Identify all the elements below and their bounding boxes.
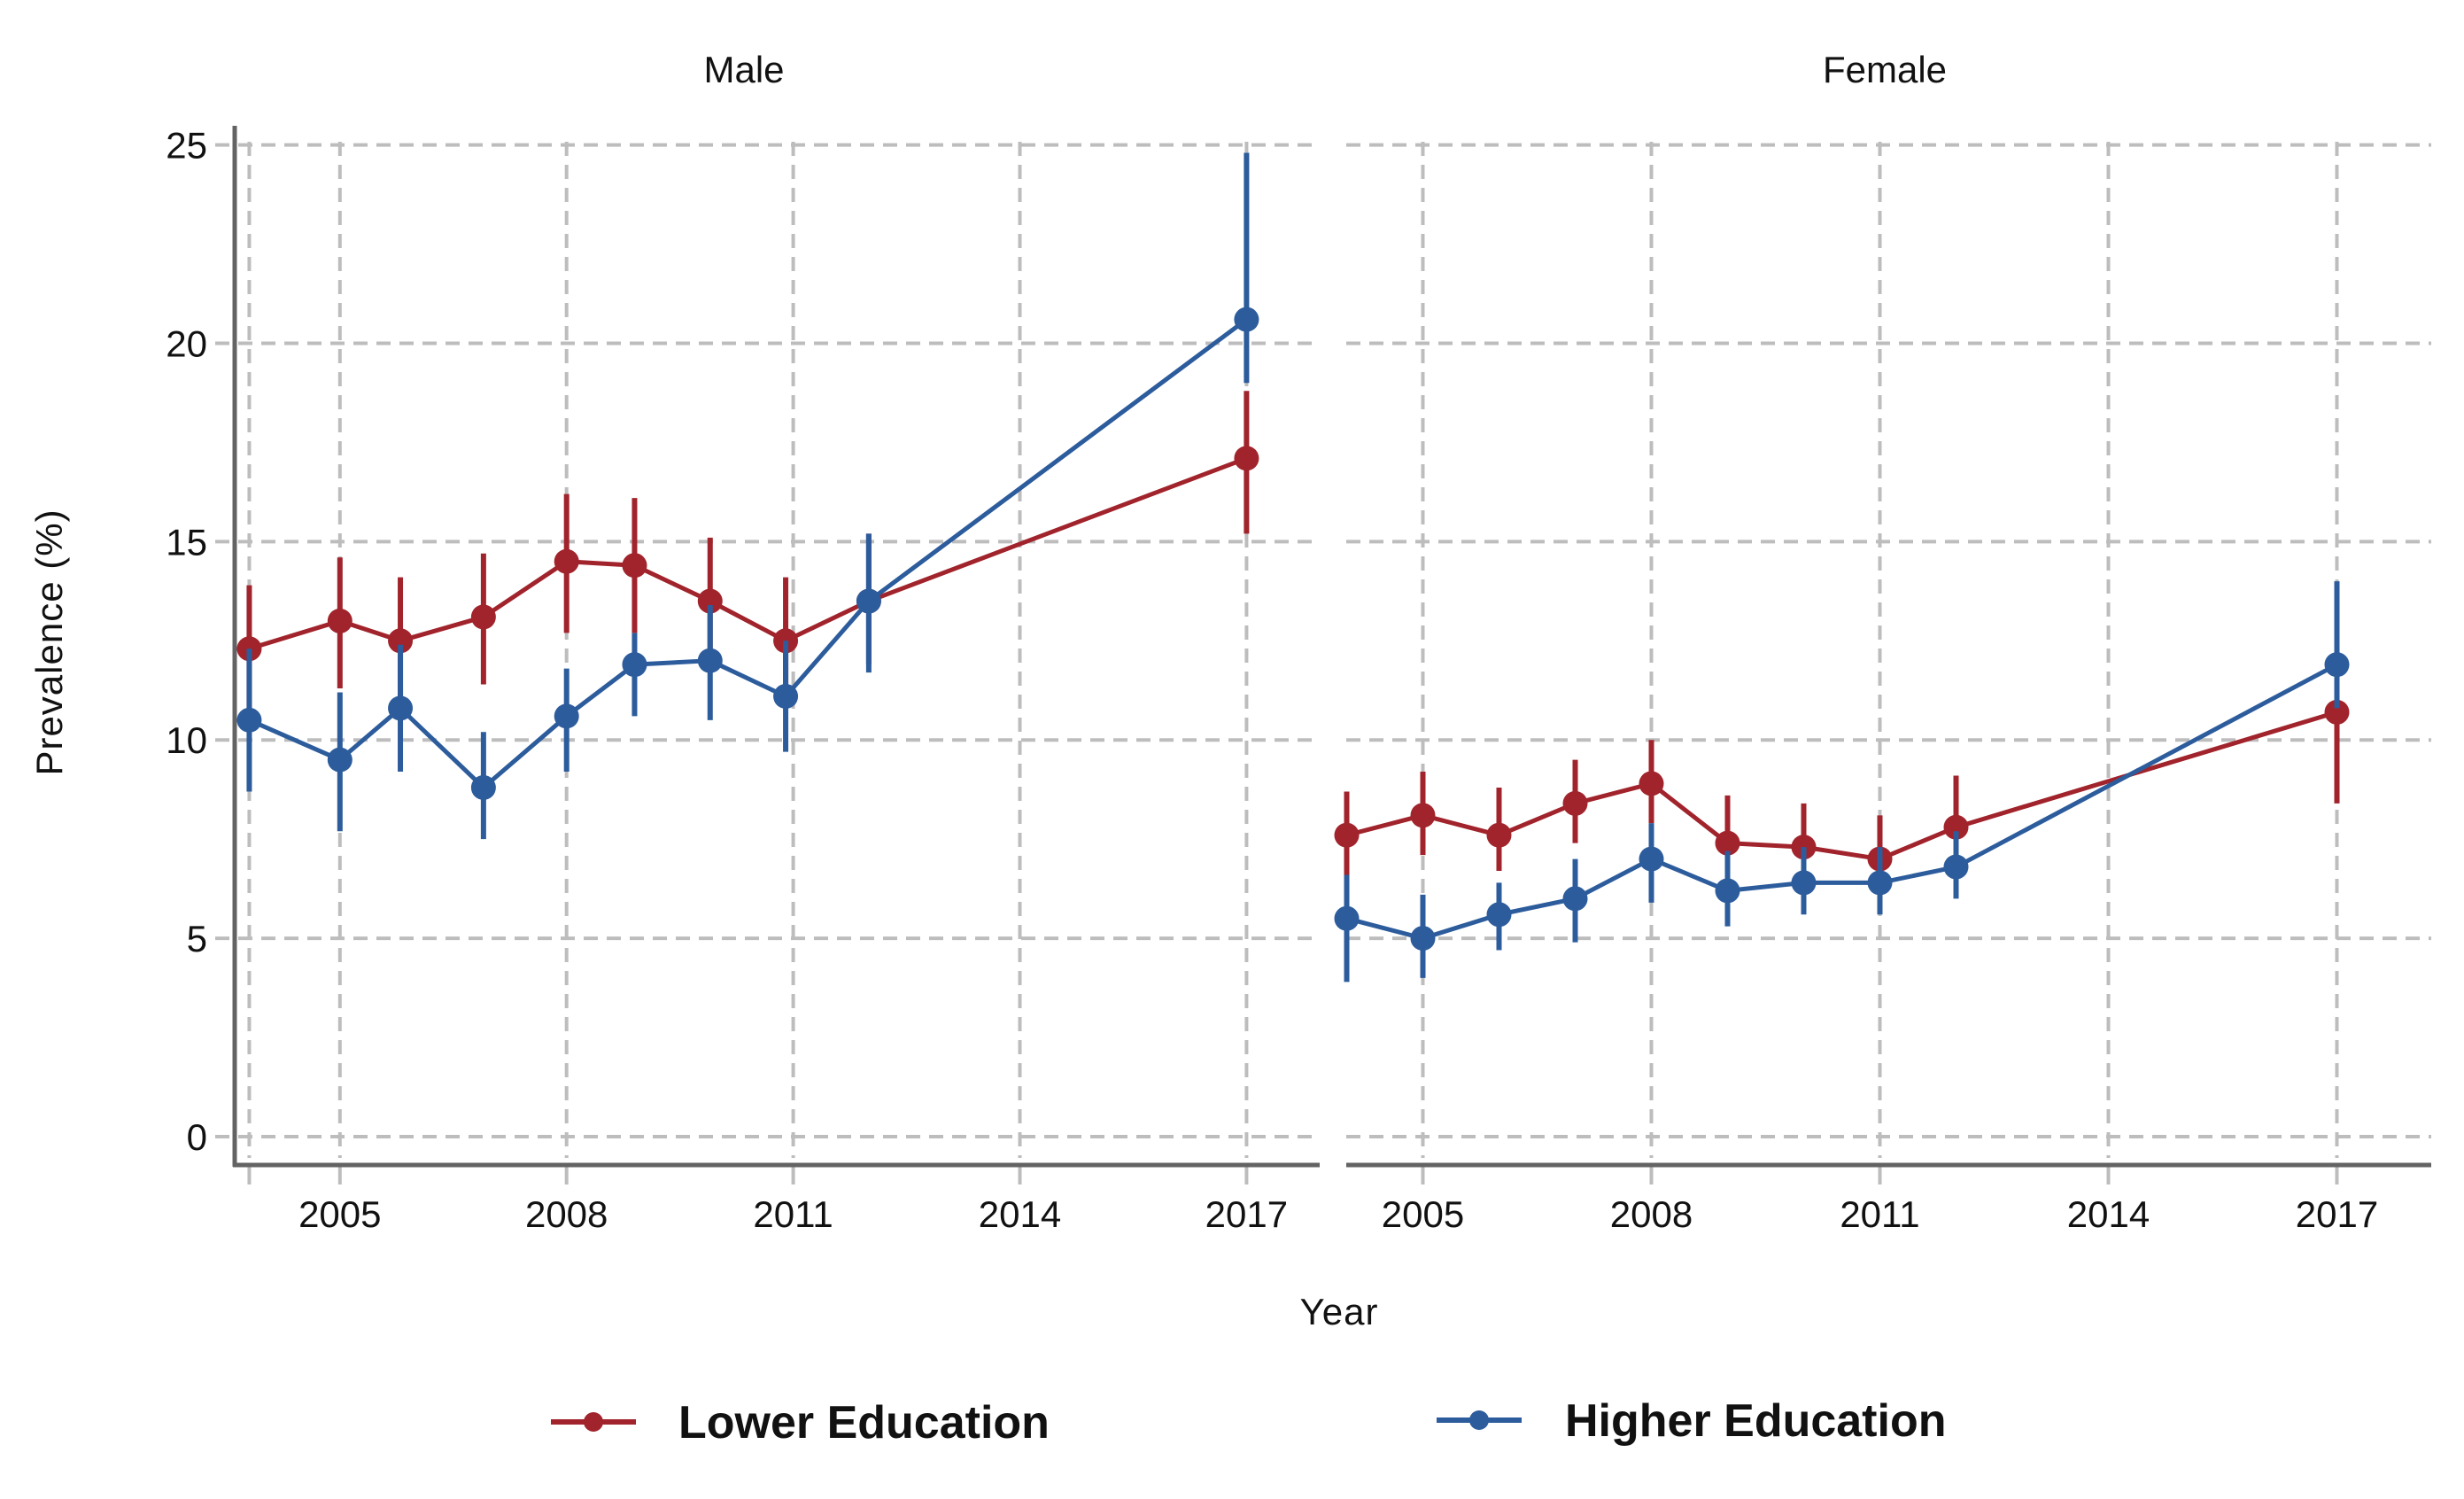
series-higher-education xyxy=(236,152,1259,840)
data-point[interactable] xyxy=(1562,886,1588,912)
data-point[interactable] xyxy=(327,747,353,773)
x-tick-label: 2005 xyxy=(1382,1193,1464,1235)
data-point[interactable] xyxy=(388,628,414,654)
legend-label-lower-education: Lower Education xyxy=(678,1397,1050,1449)
legend-label-higher-education: Higher Education xyxy=(1565,1395,1946,1447)
y-tick-label: 10 xyxy=(166,719,207,761)
data-point[interactable] xyxy=(1943,814,1969,840)
panel-male xyxy=(215,126,1320,1184)
data-point[interactable] xyxy=(773,683,799,709)
data-point[interactable] xyxy=(1715,878,1740,904)
series-line xyxy=(248,317,1248,790)
series-line xyxy=(248,455,1248,651)
data-point[interactable] xyxy=(1943,854,1969,880)
x-tick-label: 2005 xyxy=(298,1193,381,1235)
y-tick-label: 25 xyxy=(166,125,207,167)
data-point[interactable] xyxy=(697,588,723,614)
legend-marker-lower-education xyxy=(584,1412,603,1432)
series-line xyxy=(1345,710,2338,862)
data-point[interactable] xyxy=(1334,822,1360,848)
data-point[interactable] xyxy=(470,604,496,630)
x-tick-label: 2017 xyxy=(1205,1193,1288,1235)
legend: Lower Education Higher Education xyxy=(551,1395,1946,1449)
data-point[interactable] xyxy=(1334,905,1360,931)
legend-item-higher-education[interactable]: Higher Education xyxy=(1437,1395,1946,1447)
data-point[interactable] xyxy=(1486,902,1512,928)
data-point[interactable] xyxy=(554,548,579,574)
data-point[interactable] xyxy=(1234,307,1259,332)
x-tick-label: 2017 xyxy=(2296,1193,2378,1235)
legend-item-lower-education[interactable]: Lower Education xyxy=(551,1397,1050,1449)
y-tick-label: 5 xyxy=(187,918,207,959)
data-point[interactable] xyxy=(1867,870,1893,896)
series-higher-education xyxy=(1334,581,2350,983)
data-point[interactable] xyxy=(1715,830,1740,856)
data-point[interactable] xyxy=(1791,870,1817,896)
data-point[interactable] xyxy=(1639,771,1664,796)
series-lower-education xyxy=(236,391,1259,709)
data-point[interactable] xyxy=(388,695,414,721)
data-point[interactable] xyxy=(2324,699,2350,725)
data-point[interactable] xyxy=(697,648,723,673)
x-tick-label: 2011 xyxy=(1840,1193,1919,1235)
x-tick-label: 2014 xyxy=(979,1193,1061,1235)
x-tick-label: 2008 xyxy=(1610,1193,1693,1235)
panel-label-female: Female xyxy=(1823,49,1947,90)
y-tick-label: 0 xyxy=(187,1116,207,1158)
legend-marker-higher-education xyxy=(1469,1410,1489,1430)
panel-female xyxy=(1334,142,2431,1184)
x-tick-labels-female: 2005 2008 2011 2014 2017 xyxy=(1382,1193,2378,1235)
data-point[interactable] xyxy=(236,707,262,733)
data-point[interactable] xyxy=(622,652,647,678)
data-point[interactable] xyxy=(1410,803,1436,828)
y-tick-label: 15 xyxy=(166,521,207,563)
x-tick-label: 2014 xyxy=(2067,1193,2150,1235)
data-point[interactable] xyxy=(470,774,496,800)
x-axis-title: Year xyxy=(1300,1291,1379,1332)
x-tick-label: 2011 xyxy=(753,1193,833,1235)
data-point[interactable] xyxy=(1410,926,1436,951)
data-point[interactable] xyxy=(1486,822,1512,848)
data-point[interactable] xyxy=(1639,846,1664,872)
series-line xyxy=(1345,662,2338,941)
x-tick-labels-male: 2005 2008 2011 2014 2017 xyxy=(298,1193,1288,1235)
x-tick-label: 2008 xyxy=(525,1193,608,1235)
data-point[interactable] xyxy=(856,588,881,614)
y-tick-labels: 0 5 10 15 20 25 xyxy=(166,125,207,1158)
data-point[interactable] xyxy=(327,608,353,633)
data-point[interactable] xyxy=(2324,652,2350,678)
data-point[interactable] xyxy=(1562,790,1588,816)
data-point[interactable] xyxy=(554,703,579,729)
data-point[interactable] xyxy=(1234,446,1259,471)
panel-label-male: Male xyxy=(703,49,784,90)
series-lower-education xyxy=(1334,633,2350,899)
y-tick-label: 20 xyxy=(166,322,207,364)
data-point[interactable] xyxy=(622,553,647,579)
y-axis-title: Prevalence (%) xyxy=(28,509,70,775)
